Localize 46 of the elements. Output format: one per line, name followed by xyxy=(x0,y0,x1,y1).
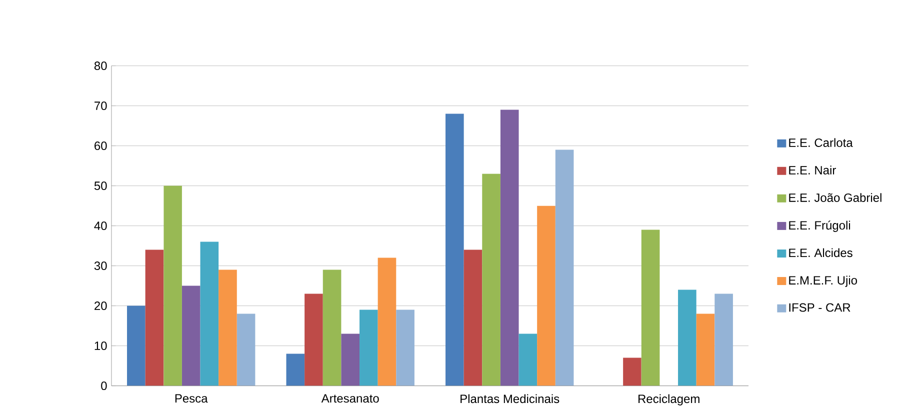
y-tick-label: 70 xyxy=(94,102,107,110)
bar xyxy=(464,250,482,386)
x-tick-label: Reciclagem xyxy=(638,394,700,406)
bar xyxy=(145,250,164,386)
bar xyxy=(482,174,500,386)
x-tick-label: Artesanato xyxy=(321,394,379,403)
bar xyxy=(446,114,464,386)
bar xyxy=(360,310,378,386)
bar xyxy=(537,206,556,386)
y-tick-label: 20 xyxy=(94,302,107,310)
bar xyxy=(304,294,323,386)
bar xyxy=(555,150,574,386)
y-tick-label: 0 xyxy=(101,382,107,390)
legend-label: E.E. Frúgoli xyxy=(789,220,850,232)
legend-label: E.E. Nair xyxy=(789,166,836,174)
bar xyxy=(378,258,396,386)
bar xyxy=(164,186,182,386)
bar xyxy=(182,286,200,386)
bar xyxy=(396,310,414,386)
bar xyxy=(623,358,642,386)
bar xyxy=(341,334,360,386)
bar xyxy=(500,110,519,386)
legend-label: E.E. João Gabriel xyxy=(789,193,882,202)
y-tick-label: 50 xyxy=(94,182,107,190)
bar xyxy=(518,334,538,386)
bar xyxy=(714,294,733,386)
y-tick-label: 10 xyxy=(94,342,107,350)
x-tick-label: Pesca xyxy=(175,394,208,403)
legend-label: E.M.E.F. Ujio xyxy=(789,276,857,287)
bar xyxy=(322,270,342,386)
bar xyxy=(678,290,696,386)
legend-label: E.E. Carlota xyxy=(789,138,853,147)
y-tick-label: 80 xyxy=(94,62,107,70)
legend-label: E.E. Alcides xyxy=(789,248,852,258)
x-tick-label: Plantas Medicinais xyxy=(460,394,560,404)
y-tick-label: 30 xyxy=(94,262,107,270)
bar xyxy=(696,314,715,386)
legend-label: IFSP - CAR xyxy=(789,303,850,312)
bar xyxy=(200,242,219,386)
bar xyxy=(236,314,256,386)
bar xyxy=(641,230,660,386)
y-tick-label: 60 xyxy=(94,142,107,150)
bar xyxy=(218,270,237,386)
bar xyxy=(127,306,146,386)
bar xyxy=(286,354,305,386)
y-tick-label: 40 xyxy=(94,222,107,230)
